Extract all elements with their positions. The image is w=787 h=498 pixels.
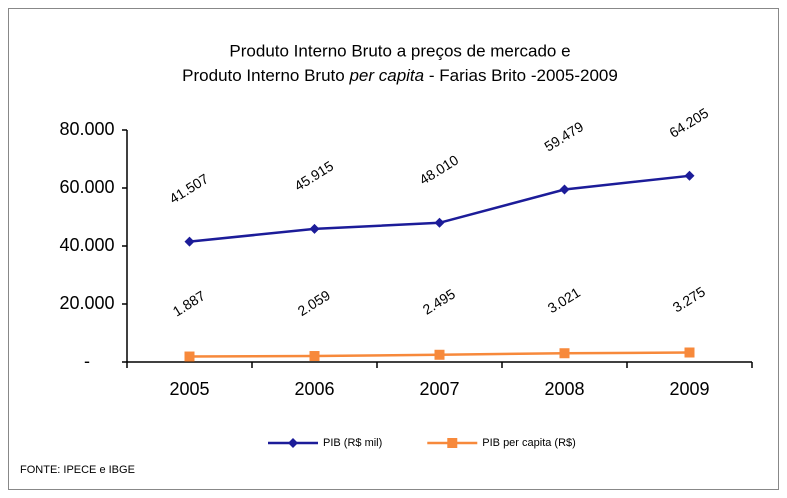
legend-label: PIB (R$ mil) <box>323 437 382 449</box>
marker <box>559 184 570 195</box>
y-tick-label: 60.000 <box>59 177 114 197</box>
chart-title: Produto Interno Bruto per capita - Faria… <box>182 66 618 85</box>
title-part: Produto Interno Bruto <box>182 66 349 85</box>
marker <box>184 236 195 247</box>
y-tick-label: - <box>84 351 90 371</box>
marker <box>684 170 695 181</box>
x-tick-label: 2006 <box>294 379 334 399</box>
marker <box>288 438 298 448</box>
marker <box>184 351 195 362</box>
x-tick-label: 2005 <box>169 379 209 399</box>
marker <box>309 351 320 362</box>
y-tick-label: 40.000 <box>59 235 114 255</box>
x-tick-label: 2008 <box>544 379 584 399</box>
chart-frame <box>8 8 779 490</box>
marker <box>434 217 445 228</box>
chart-title: Produto Interno Bruto a preços de mercad… <box>229 41 570 60</box>
marker <box>309 223 320 234</box>
marker <box>434 349 445 360</box>
x-tick-label: 2007 <box>419 379 459 399</box>
legend-label: PIB per capita (R$) <box>482 437 576 449</box>
title-part: - Farias Brito -2005-2009 <box>424 66 618 85</box>
source-note: FONTE: IPECE e IBGE <box>20 464 135 476</box>
marker <box>684 347 695 358</box>
y-tick-label: 80.000 <box>59 119 114 139</box>
marker <box>559 348 570 359</box>
marker <box>447 438 458 448</box>
x-tick-label: 2009 <box>669 379 709 399</box>
title-part: per capita <box>348 66 424 85</box>
y-tick-label: 20.000 <box>59 293 114 313</box>
